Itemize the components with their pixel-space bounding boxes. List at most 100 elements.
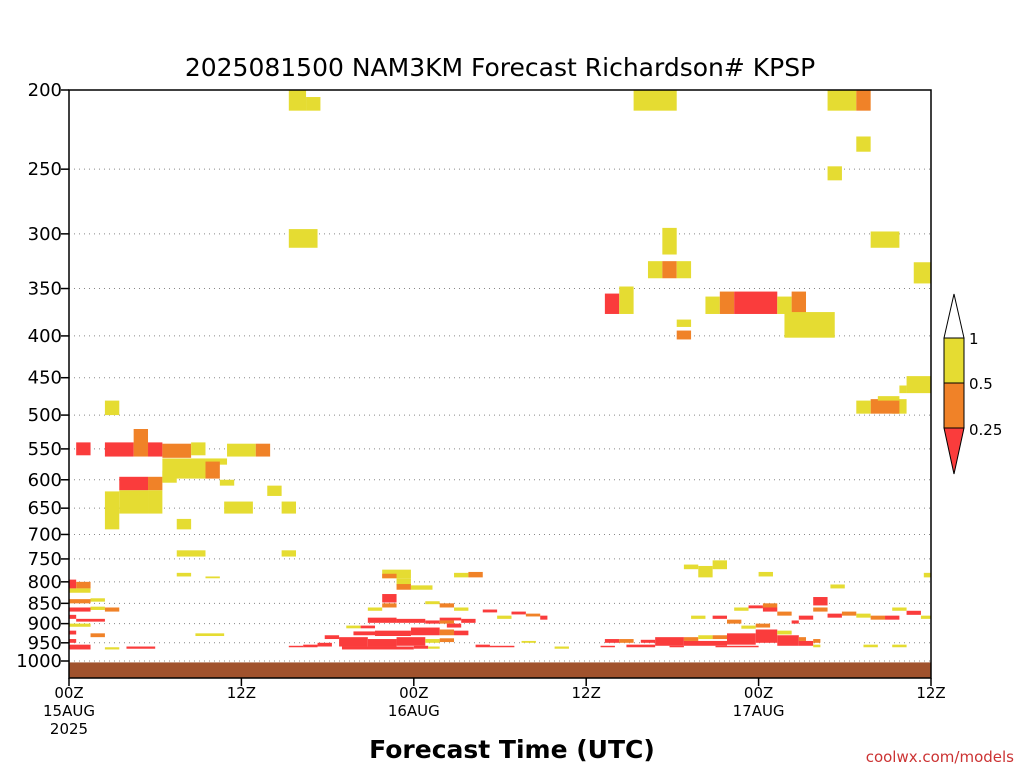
- ri-cell: [920, 615, 931, 619]
- ri-cell: [676, 330, 692, 340]
- ri-cell: [69, 623, 91, 627]
- xtick-label-24-1: 16AUG: [388, 702, 440, 720]
- ri-cell: [69, 588, 91, 593]
- ri-cell: [360, 625, 376, 629]
- ri-cell: [885, 615, 900, 620]
- ri-cell: [367, 639, 397, 647]
- ytick-label-1000: 1000: [16, 651, 62, 672]
- ri-cell: [148, 476, 163, 491]
- ri-cell: [798, 640, 814, 646]
- ytick-label-350: 350: [28, 279, 62, 300]
- richardson-cells: [69, 90, 931, 678]
- credit-link[interactable]: coolwx.com/models: [866, 748, 1014, 766]
- ri-cell: [712, 560, 727, 570]
- ri-cell: [683, 640, 727, 646]
- ri-cell: [870, 399, 900, 414]
- ri-cell: [454, 607, 469, 611]
- ri-cell: [813, 644, 821, 648]
- ri-cell: [76, 618, 105, 622]
- ri-cell: [303, 644, 318, 648]
- ri-cell: [748, 605, 763, 609]
- ri-cell: [726, 633, 756, 645]
- ri-cell: [281, 550, 296, 557]
- ri-cell: [339, 637, 368, 647]
- ri-cell: [633, 90, 677, 111]
- ri-cell: [619, 286, 634, 314]
- ri-cell: [856, 90, 871, 111]
- ri-cell: [619, 639, 634, 643]
- ri-cell: [762, 603, 778, 608]
- ri-cell: [375, 630, 411, 637]
- ri-cell: [719, 291, 735, 314]
- ri-cell: [892, 607, 907, 611]
- ri-cell: [396, 618, 426, 623]
- ri-cell: [69, 579, 77, 589]
- ri-cell: [176, 550, 206, 557]
- ri-cell: [396, 578, 411, 586]
- ri-cell: [777, 630, 792, 635]
- ytick-label-750: 750: [28, 549, 62, 570]
- xtick-label-36-0: 12Z: [572, 684, 601, 702]
- ri-cell: [104, 491, 120, 530]
- ri-cell: [425, 620, 440, 624]
- ri-cell: [647, 261, 663, 279]
- ri-cell: [791, 291, 807, 314]
- ri-cell: [353, 631, 376, 636]
- ytick-label-700: 700: [28, 524, 62, 545]
- ri-cell: [600, 645, 615, 648]
- ri-cell: [540, 615, 548, 620]
- ri-cell: [324, 635, 340, 640]
- ri-cell: [626, 644, 656, 648]
- ri-cell: [382, 603, 397, 608]
- ri-cell: [604, 293, 620, 314]
- ri-cell: [341, 646, 414, 650]
- ri-cell: [662, 227, 677, 255]
- ri-cell: [798, 637, 807, 641]
- ri-cell: [777, 296, 792, 314]
- ri-cell: [813, 607, 828, 612]
- ri-cell: [281, 501, 296, 514]
- ri-cell: [830, 584, 845, 589]
- ytick-label-650: 650: [28, 498, 62, 519]
- ri-cell: [497, 615, 512, 619]
- ri-cell: [877, 396, 900, 401]
- ri-cell: [870, 231, 900, 248]
- ri-cell: [317, 642, 332, 647]
- ri-cell: [367, 617, 397, 623]
- ri-cell: [69, 630, 77, 635]
- xtick-label-48-0: 00Z: [744, 684, 773, 702]
- ri-cell: [758, 571, 773, 577]
- ri-cell: [90, 606, 105, 610]
- ri-cell: [712, 615, 727, 619]
- ri-cell: [662, 261, 677, 279]
- ri-cell: [176, 518, 192, 530]
- ri-cell: [604, 639, 620, 643]
- ri-cell: [382, 573, 397, 579]
- ri-cell: [461, 618, 476, 623]
- colorbar-legend: 1 0.5 0.25: [943, 293, 1002, 475]
- ri-cell: [162, 470, 177, 483]
- ri-cell: [698, 635, 713, 640]
- ytick-label-600: 600: [28, 470, 62, 491]
- ri-cell: [691, 615, 706, 619]
- xtick-label-0-0: 00Z: [54, 684, 83, 702]
- ri-cell: [428, 646, 440, 649]
- colorbar-bin-orange: [943, 382, 965, 429]
- ri-cell: [475, 644, 490, 648]
- pressure-gridlines: [69, 168, 931, 662]
- ri-cell: [468, 571, 483, 578]
- ri-cell: [913, 262, 931, 284]
- ri-cell: [205, 458, 228, 465]
- ri-cell: [923, 572, 931, 578]
- ri-cell: [669, 645, 684, 648]
- ri-cell: [813, 597, 828, 606]
- chart-title: 2025081500 NAM3KM Forecast Richardson# K…: [185, 53, 815, 82]
- ri-cell: [741, 625, 756, 629]
- ri-cell: [454, 630, 469, 636]
- ri-cell: [698, 565, 713, 578]
- ri-cell: [892, 644, 907, 648]
- ri-cell: [712, 635, 727, 640]
- ri-cell: [784, 312, 835, 338]
- ri-cell: [162, 443, 192, 458]
